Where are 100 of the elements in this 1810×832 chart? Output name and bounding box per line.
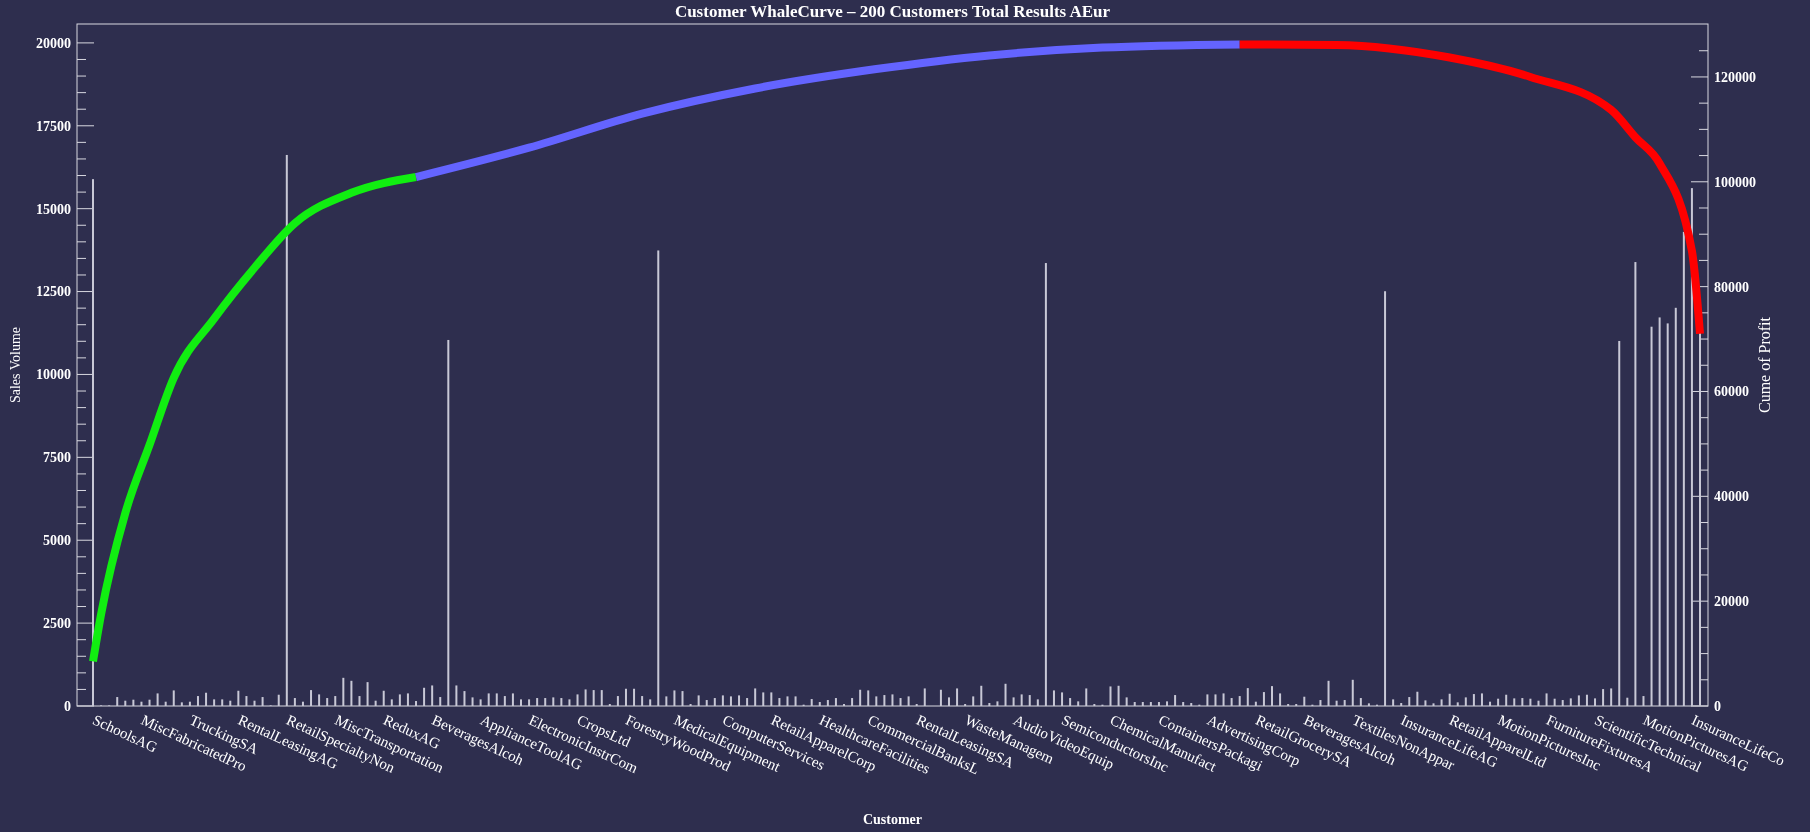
bar [568,699,571,706]
bar [859,689,862,706]
bar [1279,693,1282,706]
bar [1133,702,1136,706]
bar [1577,695,1580,706]
bar [342,677,345,706]
bar [1529,698,1532,706]
y-tick-label: 17500 [36,118,71,134]
y-tick-label: 0 [64,698,71,714]
bar [318,694,321,706]
bar [1545,693,1548,706]
bar [1642,696,1645,706]
bar [1343,700,1346,706]
chart-title: Customer WhaleCurve – 200 Customers Total Results AEur [674,2,1111,21]
y2-axis-title: Cume of Profit [1756,316,1773,413]
bar [1157,702,1160,706]
bar [366,682,369,706]
bar [310,690,313,706]
bar [996,701,999,706]
bar [972,696,975,706]
bar [1141,702,1144,706]
y2-tick-label: 100000 [1714,174,1756,190]
bar [673,690,676,706]
bar [810,699,813,706]
bar [253,700,256,706]
y-tick-label: 2500 [43,616,71,632]
bar [237,690,240,706]
y2-tick-label: 20000 [1714,594,1749,610]
bar [1335,700,1338,706]
bar [1594,698,1597,706]
bar [245,696,248,706]
bar [471,697,474,706]
bar [624,688,627,706]
bar [834,698,837,706]
bar [1036,699,1039,706]
bar [592,690,595,706]
bar [124,700,127,706]
bar [729,696,732,706]
bar [907,696,910,706]
bar [1472,694,1475,706]
bar [1666,323,1669,706]
y2-tick-label: 120000 [1714,69,1756,85]
bar [851,698,854,706]
bar [1497,698,1500,706]
bar [1674,307,1677,706]
bar [382,690,385,706]
bar [92,179,94,706]
bar [229,700,232,706]
bar [1077,701,1080,706]
bar [649,699,652,706]
bar [1149,702,1152,706]
bar [1521,698,1524,706]
bar [374,700,377,706]
bar [721,695,724,706]
bar [1271,686,1274,706]
bar [495,693,498,706]
bar [657,250,660,706]
bar [180,702,183,706]
y-tick-label: 5000 [43,533,71,549]
bar [584,689,587,706]
bar [1262,692,1265,706]
bar [1392,699,1395,706]
bar [1456,702,1459,706]
y2-tick-label: 40000 [1714,489,1749,505]
bar [1448,693,1451,706]
bar [770,692,773,706]
bar [1408,697,1411,706]
bar [1537,700,1540,706]
bar [697,695,700,706]
bar [1069,698,1072,706]
bar [503,696,506,706]
bar [867,690,870,706]
bar [439,697,442,706]
bar [1020,694,1023,706]
bar [1174,695,1177,706]
bar [633,688,636,706]
bar [1214,694,1217,706]
bar [423,687,426,706]
bar [1182,702,1185,706]
bar [1351,679,1354,706]
bar [705,700,708,706]
bar [1028,695,1031,706]
bar [665,696,668,706]
bar [1610,688,1613,706]
bar [148,699,151,706]
bar [487,693,490,706]
bar [1432,703,1435,706]
bar [956,688,959,706]
bar [1618,340,1621,706]
bar [285,154,288,706]
bar [1464,697,1467,706]
bar [277,694,280,706]
bar [560,698,563,706]
bar [1384,291,1387,706]
bar [754,688,757,706]
x-axis-title: Customer [862,812,923,827]
bar [1238,696,1241,706]
bar [116,697,119,706]
bar [1044,263,1047,706]
bar [1222,693,1225,706]
